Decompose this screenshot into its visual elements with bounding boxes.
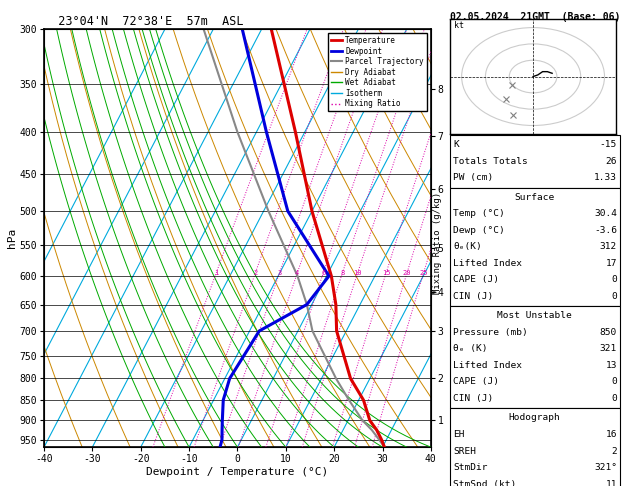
- Text: 02.05.2024  21GMT  (Base: 06): 02.05.2024 21GMT (Base: 06): [450, 12, 620, 22]
- Text: 321: 321: [600, 345, 617, 353]
- Text: 13: 13: [606, 361, 617, 370]
- Text: 0: 0: [611, 292, 617, 301]
- Text: Pressure (mb): Pressure (mb): [453, 328, 528, 337]
- Text: 30.4: 30.4: [594, 209, 617, 218]
- Text: SREH: SREH: [453, 447, 476, 455]
- Text: 15: 15: [382, 270, 391, 276]
- Text: 850: 850: [600, 328, 617, 337]
- Text: CIN (J): CIN (J): [453, 394, 493, 403]
- Text: -15: -15: [600, 140, 617, 149]
- Text: CAPE (J): CAPE (J): [453, 378, 499, 386]
- Text: Mixing Ratio (g/kg): Mixing Ratio (g/kg): [433, 192, 442, 294]
- Text: 321°: 321°: [594, 463, 617, 472]
- Text: 25: 25: [420, 270, 428, 276]
- Text: EH: EH: [453, 430, 464, 439]
- Text: PW (cm): PW (cm): [453, 174, 493, 182]
- Text: Most Unstable: Most Unstable: [498, 312, 572, 320]
- Text: 312: 312: [600, 243, 617, 251]
- Text: 2: 2: [253, 270, 257, 276]
- Text: StmSpd (kt): StmSpd (kt): [453, 480, 516, 486]
- Y-axis label: km
ASL: km ASL: [452, 217, 469, 238]
- X-axis label: Dewpoint / Temperature (°C): Dewpoint / Temperature (°C): [147, 467, 328, 477]
- Text: 0: 0: [611, 394, 617, 403]
- Text: θₑ (K): θₑ (K): [453, 345, 487, 353]
- Text: Totals Totals: Totals Totals: [453, 157, 528, 166]
- Text: 8: 8: [340, 270, 345, 276]
- Legend: Temperature, Dewpoint, Parcel Trajectory, Dry Adiabat, Wet Adiabat, Isotherm, Mi: Temperature, Dewpoint, Parcel Trajectory…: [328, 33, 427, 111]
- Text: 23°04'N  72°38'E  57m  ASL: 23°04'N 72°38'E 57m ASL: [44, 15, 243, 28]
- Text: 17: 17: [606, 259, 617, 268]
- Text: CIN (J): CIN (J): [453, 292, 493, 301]
- Text: 3: 3: [277, 270, 282, 276]
- Text: CAPE (J): CAPE (J): [453, 276, 499, 284]
- Text: 11: 11: [606, 480, 617, 486]
- Text: Lifted Index: Lifted Index: [453, 361, 522, 370]
- Text: 6: 6: [321, 270, 325, 276]
- Text: θₑ(K): θₑ(K): [453, 243, 482, 251]
- Text: -3.6: -3.6: [594, 226, 617, 235]
- Text: Temp (°C): Temp (°C): [453, 209, 504, 218]
- Text: kt: kt: [455, 20, 464, 30]
- Text: Lifted Index: Lifted Index: [453, 259, 522, 268]
- Text: 2: 2: [611, 447, 617, 455]
- Text: StmDir: StmDir: [453, 463, 487, 472]
- Text: 1.33: 1.33: [594, 174, 617, 182]
- Text: 20: 20: [403, 270, 411, 276]
- Text: 26: 26: [606, 157, 617, 166]
- Text: 4: 4: [295, 270, 299, 276]
- Text: K: K: [453, 140, 459, 149]
- Y-axis label: hPa: hPa: [7, 228, 17, 248]
- Text: 0: 0: [611, 276, 617, 284]
- Text: 1: 1: [214, 270, 218, 276]
- Text: 0: 0: [611, 378, 617, 386]
- Text: Surface: Surface: [515, 193, 555, 202]
- Text: 10: 10: [353, 270, 362, 276]
- Text: Dewp (°C): Dewp (°C): [453, 226, 504, 235]
- Text: 16: 16: [606, 430, 617, 439]
- Text: Hodograph: Hodograph: [509, 414, 560, 422]
